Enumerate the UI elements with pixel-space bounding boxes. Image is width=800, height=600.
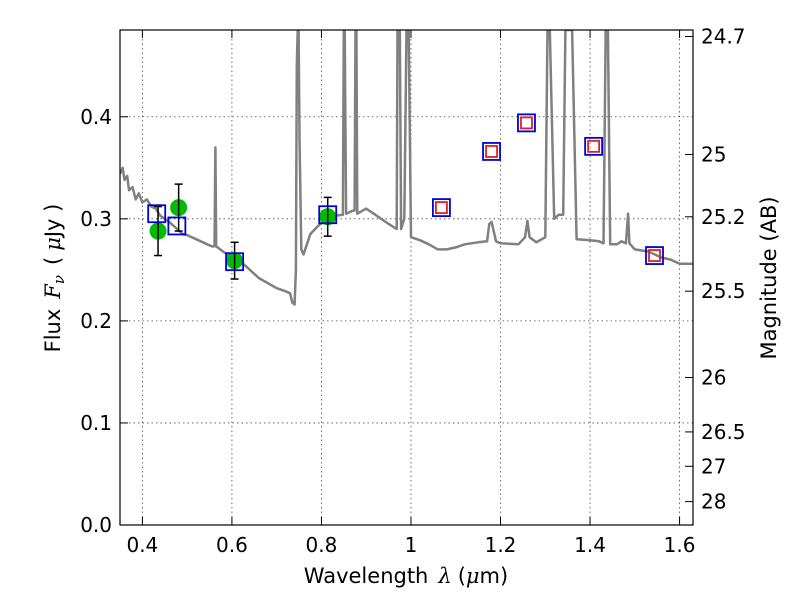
y-tick-label-2: 0.2 — [80, 309, 112, 333]
x-tick-label-2: 0.8 — [306, 533, 338, 557]
y2-tick-label-0: 24.7 — [701, 25, 746, 49]
y2-tick-label-2: 25.2 — [701, 205, 746, 229]
x-tick-label-0: 0.4 — [126, 533, 158, 557]
y-tick-label-0: 0.0 — [80, 513, 112, 537]
y-axis-label: Flux Fν ( μJy ) — [41, 204, 68, 353]
x-axis-label-text: Wavelength — [304, 564, 429, 588]
model_blue-point-8 — [645, 246, 664, 265]
y-axis-label-unit-prefix: ( — [41, 257, 65, 265]
model_blue-point-2 — [225, 252, 245, 272]
x-tick-label-3: 1 — [405, 533, 418, 557]
y-axis-label-text: Flux — [41, 309, 65, 353]
y2-axis-label: Magnitude (AB) — [757, 196, 781, 359]
y-axis-label-unit-mu: μ — [41, 237, 65, 251]
x-tick-label-4: 1.2 — [485, 533, 517, 557]
y2-tick-label-3: 25.5 — [701, 279, 746, 303]
model_red-point-2 — [520, 116, 533, 130]
x-tick-label-5: 1.4 — [574, 533, 606, 557]
model_blue-point-7 — [584, 136, 604, 156]
y-axis-label-symbol: F — [41, 283, 65, 300]
model_red-point-0 — [435, 201, 448, 214]
model_blue-point-6 — [517, 113, 536, 133]
x-tick-label-6: 1.6 — [664, 533, 696, 557]
y2-tick-label-7: 28 — [701, 490, 726, 514]
y2-tick-label-4: 26 — [701, 365, 726, 389]
y-tick-label-1: 0.1 — [80, 411, 112, 435]
x-axis-label-unit-prefix: ( — [458, 564, 466, 588]
model_blue-point-0 — [147, 204, 167, 224]
model_red-point-1 — [485, 145, 498, 158]
plot-frame — [119, 29, 694, 526]
x-axis-label-unit-suffix: m) — [480, 564, 509, 588]
x-axis-label-unit-mu: μ — [466, 564, 480, 588]
y2-tick-label-1: 25 — [701, 142, 726, 166]
y-tick-label-4: 0.4 — [80, 105, 112, 129]
model_blue-point-1 — [167, 216, 187, 236]
model_blue-point-4 — [432, 198, 451, 217]
y-axis-label-subscript: ν — [50, 275, 68, 284]
x-tick-label-1: 0.6 — [216, 533, 248, 557]
x-axis-label: Wavelength λ (μm) — [304, 564, 508, 588]
model_red-point-3 — [587, 139, 601, 153]
y2-tick-label-6: 27 — [701, 454, 726, 478]
y2-tick-label-5: 26.5 — [701, 420, 746, 444]
model_blue-point-5 — [482, 142, 501, 161]
spectrum-line — [120, 30, 693, 306]
y-axis-label-unit-suffix: Jy ) — [41, 204, 65, 240]
y-tick-label-3: 0.3 — [80, 207, 112, 231]
model_red-point-4 — [648, 249, 661, 262]
model_blue-point-3 — [318, 205, 338, 225]
x-axis-label-symbol: λ — [437, 564, 451, 588]
